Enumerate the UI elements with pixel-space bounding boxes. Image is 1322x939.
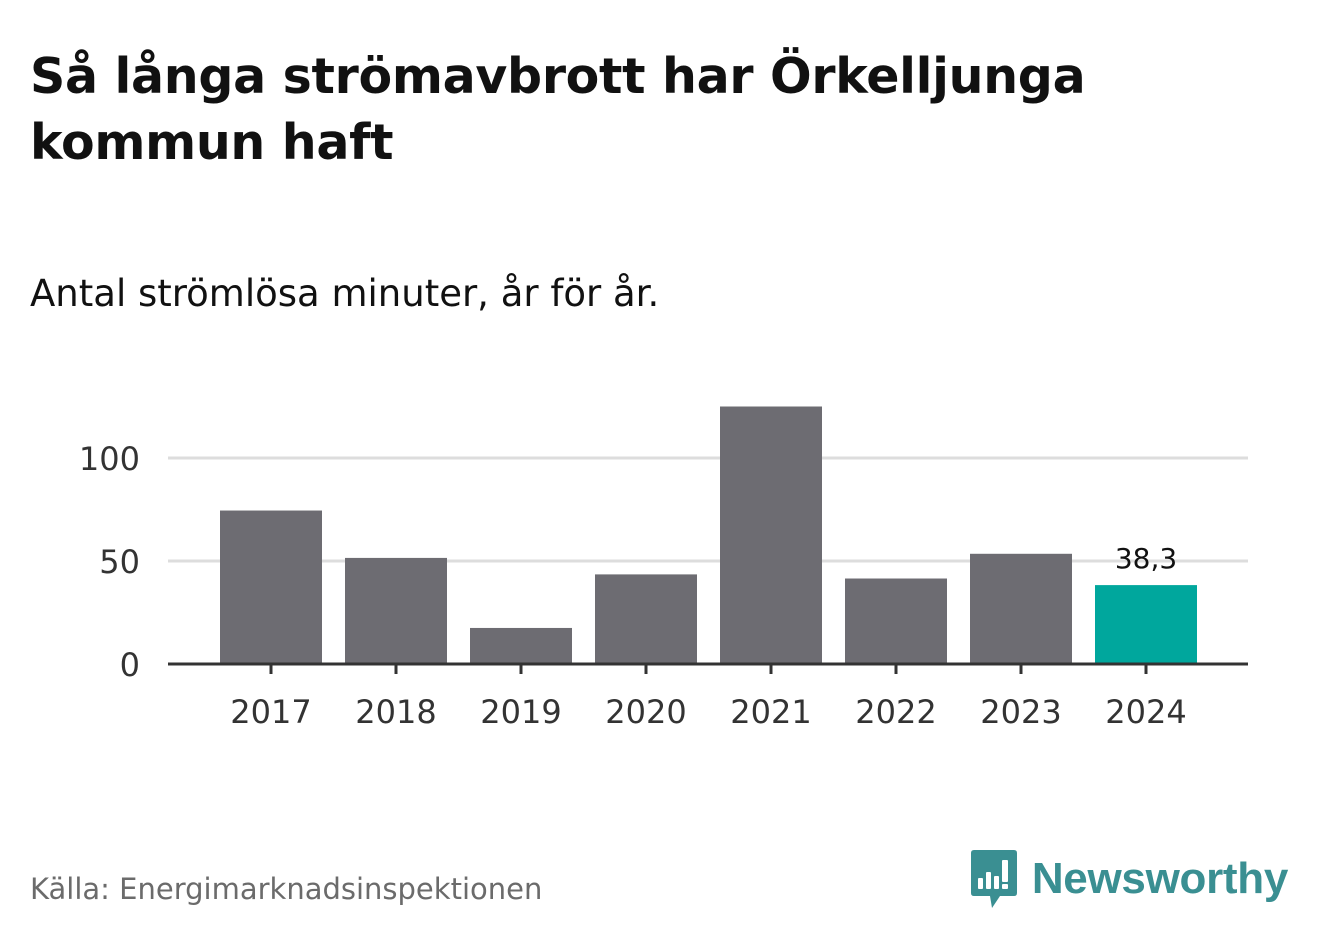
- bar-2023: [970, 553, 1072, 664]
- chart-title: Så långa strömavbrott har Örkelljunga ko…: [30, 48, 1086, 171]
- x-tick-label: 2023: [980, 693, 1061, 731]
- bar-2020: [595, 574, 697, 664]
- bar-2017: [220, 510, 322, 664]
- x-tick-label: 2018: [355, 693, 436, 731]
- x-tick-label: 2022: [855, 693, 936, 731]
- chart-subtitle: Antal strömlösa minuter, år för år.: [30, 272, 660, 315]
- bar-chart: 0 50 100 2017 2018 2019 2020 2021 2022 2023 2024 38…: [79, 406, 1248, 731]
- data-label: 38,3: [1115, 542, 1177, 575]
- y-tick-label: 100: [79, 440, 140, 478]
- axes: [168, 662, 1248, 674]
- labels: 0 50 100 2017 2018 2019 2020 2021 2022 2023 2024 38…: [79, 440, 1187, 731]
- newsworthy-logo: Newsworthy: [970, 848, 1288, 910]
- source-note: Källa: Energimarknadsinspektionen: [30, 872, 543, 906]
- gridlines: [168, 456, 1248, 563]
- bar-2019: [470, 627, 572, 664]
- x-tick-label: 2019: [480, 693, 561, 731]
- brand-name: Newsworthy: [1031, 854, 1288, 903]
- x-tick-label: 2020: [605, 693, 686, 731]
- x-tick-label: 2021: [730, 693, 811, 731]
- bar-2024: [1095, 585, 1197, 664]
- y-tick-label: 50: [99, 543, 140, 581]
- x-tick-label: 2024: [1105, 693, 1186, 731]
- newsworthy-logo-icon: [970, 850, 1017, 908]
- y-tick-label: 0: [120, 646, 140, 684]
- bars: [220, 406, 1197, 664]
- bar-2022: [845, 578, 947, 664]
- x-tick-label: 2017: [230, 693, 311, 731]
- bar-2021: [720, 406, 822, 664]
- bar-2018: [345, 557, 447, 664]
